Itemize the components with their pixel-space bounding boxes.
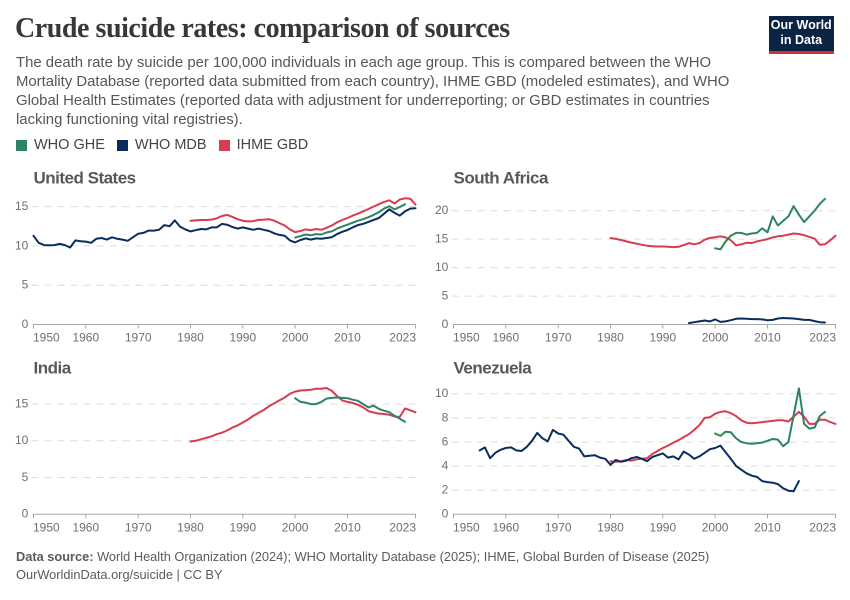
svg-text:1990: 1990 (229, 331, 256, 345)
svg-text:5: 5 (22, 278, 29, 292)
svg-text:8: 8 (442, 410, 449, 424)
svg-text:2010: 2010 (334, 331, 361, 345)
svg-text:South Africa: South Africa (454, 169, 549, 188)
svg-text:15: 15 (15, 199, 29, 213)
svg-text:2023: 2023 (809, 521, 836, 535)
svg-text:1950: 1950 (33, 521, 60, 535)
svg-text:1960: 1960 (72, 331, 99, 345)
svg-text:2000: 2000 (702, 521, 729, 535)
svg-text:2023: 2023 (389, 521, 416, 535)
svg-text:2010: 2010 (334, 521, 361, 535)
svg-text:1970: 1970 (125, 331, 152, 345)
svg-text:0: 0 (22, 317, 29, 331)
svg-text:1970: 1970 (545, 521, 572, 535)
svg-text:United States: United States (34, 169, 136, 188)
svg-text:India: India (34, 359, 72, 378)
svg-text:1990: 1990 (649, 521, 676, 535)
svg-text:2000: 2000 (282, 331, 309, 345)
svg-text:20: 20 (435, 203, 449, 217)
svg-text:2010: 2010 (754, 521, 781, 535)
svg-text:15: 15 (15, 397, 29, 411)
svg-text:2000: 2000 (282, 521, 309, 535)
svg-text:1950: 1950 (453, 521, 480, 535)
svg-text:Venezuela: Venezuela (454, 359, 533, 378)
svg-text:0: 0 (442, 317, 449, 331)
svg-text:6: 6 (442, 434, 449, 448)
svg-text:1970: 1970 (545, 331, 572, 345)
svg-text:4: 4 (442, 458, 449, 472)
svg-text:1950: 1950 (453, 331, 480, 345)
svg-text:10: 10 (435, 260, 449, 274)
svg-text:2023: 2023 (389, 331, 416, 345)
svg-text:0: 0 (442, 507, 449, 521)
svg-text:1960: 1960 (72, 521, 99, 535)
svg-text:10: 10 (15, 433, 29, 447)
svg-text:10: 10 (15, 238, 29, 252)
svg-text:1980: 1980 (177, 521, 204, 535)
svg-text:1990: 1990 (229, 521, 256, 535)
svg-text:0: 0 (22, 507, 29, 521)
svg-text:2000: 2000 (702, 331, 729, 345)
svg-text:1960: 1960 (492, 331, 519, 345)
svg-text:10: 10 (435, 386, 449, 400)
svg-text:15: 15 (435, 232, 449, 246)
svg-text:1970: 1970 (125, 521, 152, 535)
svg-text:2: 2 (442, 483, 449, 497)
svg-text:1980: 1980 (597, 521, 624, 535)
svg-text:5: 5 (442, 288, 449, 302)
svg-text:2010: 2010 (754, 331, 781, 345)
svg-text:5: 5 (22, 470, 29, 484)
svg-text:1950: 1950 (33, 331, 60, 345)
svg-text:1980: 1980 (177, 331, 204, 345)
svg-text:1980: 1980 (597, 331, 624, 345)
svg-text:1990: 1990 (649, 331, 676, 345)
svg-text:1960: 1960 (492, 521, 519, 535)
svg-text:2023: 2023 (809, 331, 836, 345)
